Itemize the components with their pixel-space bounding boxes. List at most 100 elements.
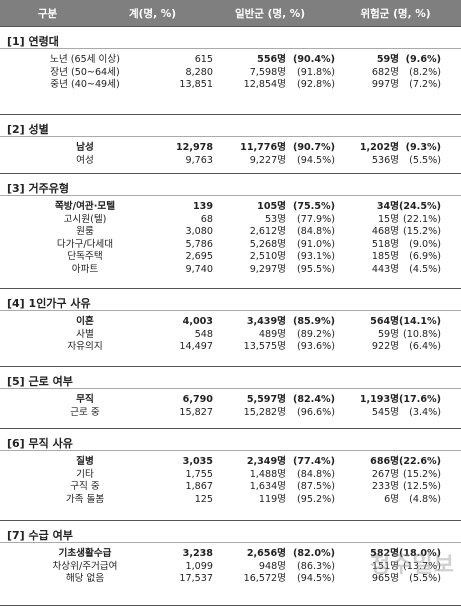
row-label: 기초생활수급 xyxy=(58,548,112,559)
row-total: 139 xyxy=(192,201,213,212)
section: [5] 근로 여부 무직 6,790 5,597명 (82.4%) 1,193명 (17.6… xyxy=(0,366,461,418)
row-general-pct: (96.6%) xyxy=(297,406,335,418)
watermark-logo: 청주일보 xyxy=(370,553,455,578)
table-row: 근로 중 15,827 15,282명 (96.6%) 545명 (3.4%) xyxy=(0,406,461,419)
row-total: 14,497 xyxy=(179,341,213,353)
row-total: 5,786 xyxy=(185,238,213,250)
section-divider xyxy=(0,450,461,451)
row-label: 원룸 xyxy=(76,226,94,238)
row-risk-pct: (22.6%) xyxy=(398,456,441,467)
row-total: 68 xyxy=(200,213,213,225)
row-general-count: 12,854명 xyxy=(243,79,286,91)
row-risk-count: 536명 xyxy=(371,154,399,166)
row-label: 쪽방/여관·모텔 xyxy=(54,201,116,212)
row-risk-count: 582명 xyxy=(370,548,399,559)
section: [1] 연령대 노년 (65세 이상) 615 556명 (90.4%) 59명 (9.6%… xyxy=(0,26,461,90)
row-total: 15,827 xyxy=(179,406,213,418)
row-risk-pct: (10.8%) xyxy=(403,328,441,340)
row-risk-pct: (18.0%) xyxy=(398,548,441,559)
row-risk-pct: (3.4%) xyxy=(409,406,441,418)
section: [7] 수급 여부 기초생활수급 3,238 2,656명 (82.0%) 582명 (18… xyxy=(0,520,461,584)
row-general-pct: (87.5%) xyxy=(297,481,335,493)
row-risk-pct: (15.2%) xyxy=(403,226,441,238)
section-title: [4] 1인가구 사유 xyxy=(7,297,91,310)
row-general-count: 489명 xyxy=(258,328,286,340)
row-general-pct: (75.5%) xyxy=(292,201,335,212)
section: [3] 거주유형 쪽방/여관·모텔 139 105명 (75.5%) 34명 (24.5%)… xyxy=(0,173,461,275)
row-label: 여성 xyxy=(76,154,94,166)
row-label: 장년 (50~64세) xyxy=(50,66,120,78)
row-risk-pct: (14.1%) xyxy=(398,316,441,327)
header-total: 계(명, %) xyxy=(128,8,177,20)
row-label: 아파트 xyxy=(71,264,99,275)
table-row: 원룸 3,080 2,612명 (84.8%) 468명 (15.2%) xyxy=(0,225,461,238)
row-general-pct: (85.9%) xyxy=(292,316,335,327)
row-total: 6,790 xyxy=(182,394,213,405)
section-divider xyxy=(0,48,461,49)
row-general-pct: (77.9%) xyxy=(297,213,335,225)
row-general-count: 53명 xyxy=(264,213,286,225)
row-risk-pct: (6.9%) xyxy=(409,251,441,263)
row-general-pct: (77.4%) xyxy=(292,456,335,467)
section-divider xyxy=(0,195,461,196)
row-label: 자유의지 xyxy=(67,341,103,353)
row-general-pct: (82.4%) xyxy=(292,394,335,405)
row-risk-count: 34명 xyxy=(376,201,399,212)
table-row: 다가구/다세대 5,786 5,268명 (91.0%) 518명 (9.0%) xyxy=(0,238,461,251)
row-general-pct: (91.8%) xyxy=(297,66,335,78)
row-risk-count: 267명 xyxy=(371,468,399,480)
row-general-pct: (94.5%) xyxy=(297,154,335,166)
row-risk-pct: (15.2%) xyxy=(403,468,441,480)
table-row: 아파트 9,740 9,297명 (95.5%) 443명 (4.5%) xyxy=(0,263,461,276)
row-general-count: 1,634명 xyxy=(249,481,286,493)
row-risk-pct: (17.6%) xyxy=(398,394,441,405)
row-total: 8,280 xyxy=(185,66,213,78)
row-label: 해당 없음 xyxy=(65,573,105,585)
row-general-pct: (93.1%) xyxy=(297,251,335,263)
row-risk-count: 545명 xyxy=(371,406,399,418)
row-label: 중년 (40~49세) xyxy=(50,79,120,91)
row-general-pct: (95.2%) xyxy=(297,493,335,505)
row-total: 13,851 xyxy=(179,79,213,91)
row-total: 3,035 xyxy=(182,456,213,467)
row-risk-pct: (5.5%) xyxy=(409,154,441,166)
row-label: 노년 (65세 이상) xyxy=(50,54,120,65)
row-risk-pct: (13.7%) xyxy=(403,560,441,572)
row-risk-pct: (12.5%) xyxy=(403,481,441,493)
row-label: 이혼 xyxy=(76,316,94,327)
section-title: [5] 근로 여부 xyxy=(7,375,73,388)
row-risk-count: 185명 xyxy=(371,251,399,263)
row-risk-count: 151명 xyxy=(371,560,399,572)
row-risk-count: 6명 xyxy=(384,493,399,505)
row-total: 615 xyxy=(194,54,213,65)
row-risk-pct: (24.5%) xyxy=(398,201,441,212)
row-label: 다가구/다세대 xyxy=(56,238,114,250)
row-general-count: 1,488명 xyxy=(249,468,286,480)
row-label: 무직 xyxy=(76,394,94,405)
table-row: 단독주택 2,695 2,510명 (93.1%) 185명 (6.9%) xyxy=(0,250,461,263)
table-row: 중년 (40~49세) 13,851 12,854명 (92.8%) 997명 (7.2%… xyxy=(0,78,461,91)
row-risk-count: 1,193명 xyxy=(359,394,399,405)
row-label: 가족 돌봄 xyxy=(65,493,105,505)
row-total: 3,238 xyxy=(182,548,213,559)
table-row: 자유의지 14,497 13,575명 (93.6%) 922명 (6.4%) xyxy=(0,340,461,353)
row-risk-count: 233명 xyxy=(371,481,399,493)
row-total: 1,099 xyxy=(185,560,213,572)
table-row: 여성 9,763 9,227명 (94.5%) 536명 (5.5%) xyxy=(0,154,461,167)
row-risk-count: 59명 xyxy=(377,328,399,340)
row-general-count: 948명 xyxy=(258,560,286,572)
row-total: 9,763 xyxy=(185,154,213,166)
row-general-count: 5,597명 xyxy=(246,394,286,405)
row-general-count: 15,282명 xyxy=(243,406,286,418)
row-total: 2,695 xyxy=(185,251,213,263)
row-label: 고시원(텔) xyxy=(63,213,107,225)
row-risk-pct: (5.5%) xyxy=(409,573,441,585)
table-row: 해당 없음 17,537 16,572명 (94.5%) 965명 (5.5%) xyxy=(0,572,461,585)
row-risk-pct: (22.1%) xyxy=(403,213,441,225)
row-risk-pct: (7.2%) xyxy=(409,79,441,91)
row-general-count: 556명 xyxy=(257,54,286,65)
row-risk-count: 564명 xyxy=(370,316,399,327)
table-row: 장년 (50~64세) 8,280 7,598명 (91.8%) 682명 (8.2%) xyxy=(0,66,461,79)
row-risk-pct: (8.2%) xyxy=(409,66,441,78)
